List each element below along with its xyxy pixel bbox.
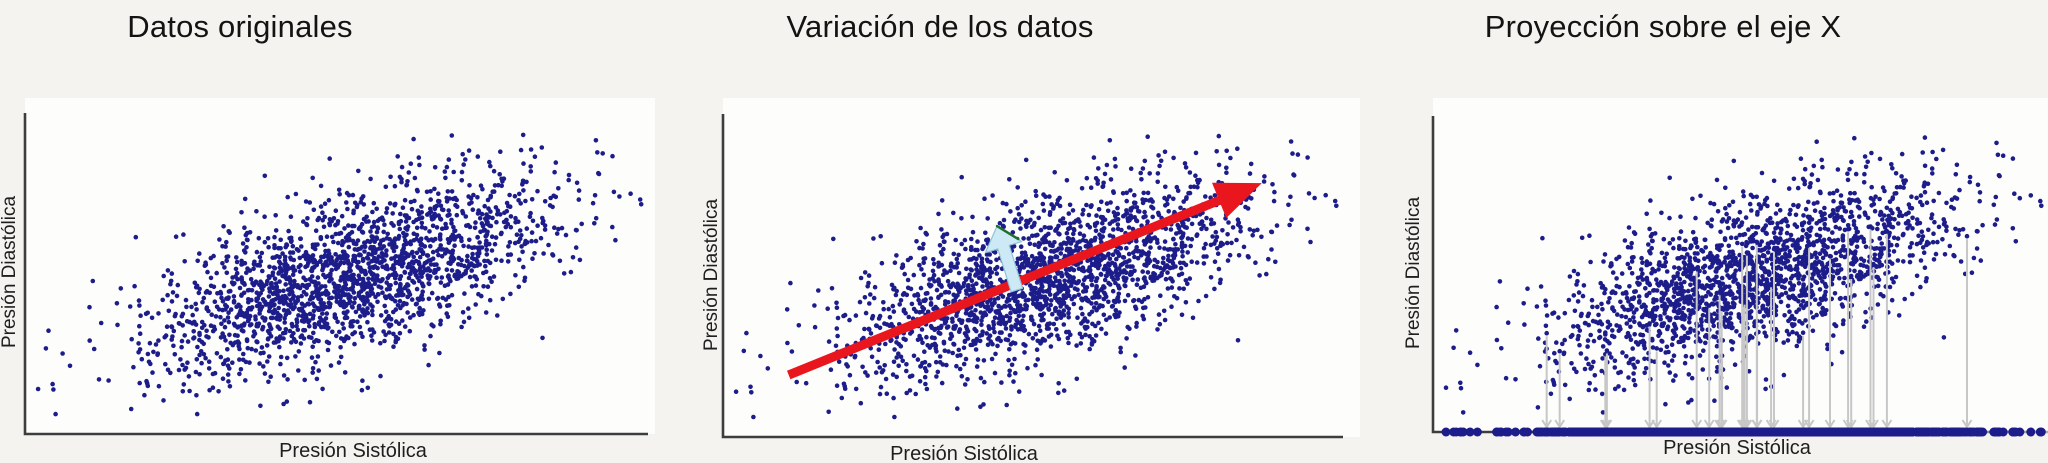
panel-1-y-axis-label: Presión Diastólica [0,195,20,349]
axes-frame [721,114,1343,439]
panel-3-y-axis-label: Presión Diastólica [1403,196,1424,350]
scatter-points [733,133,1339,420]
arrowhead-green-edge [995,224,1020,241]
scatter-points [1443,135,2044,415]
panel-1-x-axis-label: Presión Sistólica [279,440,427,462]
panel-2-x-axis-label: Presión Sistólica [890,443,1038,463]
scatter-plot-1 [23,113,648,436]
axes-frame [23,113,648,436]
panel-2-title: Variación de los datos [786,9,1094,44]
scatter-plot-3 [1431,116,2048,437]
projected-points [1441,427,2046,437]
principal-component-arrow [787,182,1262,380]
plot-area-2 [723,98,1360,437]
scatter-points [35,132,644,417]
panel-3-title: Proyección sobre el eje X [1484,9,1842,44]
panel-1-title: Datos originales [127,9,353,44]
secondary-component-arrow [984,225,1024,293]
projection-arrows [1541,229,1973,429]
panel-3-x-axis-label: Presión Sistólica [1663,437,1811,459]
scatter-plot-2 [721,114,1343,439]
panel-2-y-axis-label: Presión Diastólica [701,198,722,352]
